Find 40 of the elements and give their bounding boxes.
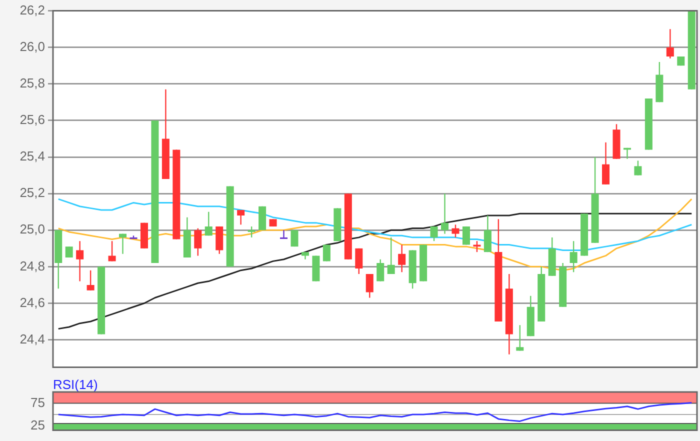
candlestick	[290, 230, 298, 248]
y-tick-label: 75	[30, 394, 45, 410]
candlestick	[634, 160, 642, 176]
y-tick-label: 25	[30, 417, 45, 432]
candlestick	[484, 214, 492, 253]
y-tick-label: 26,0	[20, 38, 45, 54]
candlestick	[248, 226, 256, 238]
candlestick	[398, 244, 406, 273]
y-tick-label: 25,8	[20, 75, 45, 90]
y-tick-label: 25,0	[20, 222, 45, 237]
candlestick	[366, 273, 374, 298]
candlestick	[430, 226, 438, 242]
candlestick	[216, 226, 224, 254]
y-tick-label: 24,4	[20, 331, 45, 346]
y-tick-label: 26,2	[20, 2, 45, 18]
candlestick	[194, 228, 202, 256]
candlestick	[76, 240, 84, 282]
candlestick	[376, 258, 384, 282]
candlestick	[602, 142, 610, 186]
candlestick	[204, 211, 212, 236]
candlestick	[108, 240, 116, 262]
candlestick	[355, 248, 363, 275]
candlestick	[452, 224, 460, 238]
y-tick-label: 25,6	[20, 112, 45, 128]
y-tick-label: 24,8	[20, 258, 45, 274]
candlestick	[473, 240, 481, 253]
candlestick	[666, 28, 674, 59]
candlestick	[387, 236, 395, 275]
candlestick	[237, 209, 245, 226]
candlestick	[570, 240, 578, 273]
y-tick-label: 24,6	[20, 294, 45, 310]
candlestick	[280, 230, 288, 239]
chart-title: RSI(14)	[53, 377, 98, 392]
candlestick	[441, 192, 449, 234]
candlestick	[322, 244, 330, 262]
candlestick	[516, 324, 524, 352]
y-tick-label: 25,4	[20, 148, 45, 164]
candlestick	[119, 233, 127, 254]
candlestick	[86, 270, 94, 292]
y-tick-label: 25,2	[20, 185, 45, 200]
